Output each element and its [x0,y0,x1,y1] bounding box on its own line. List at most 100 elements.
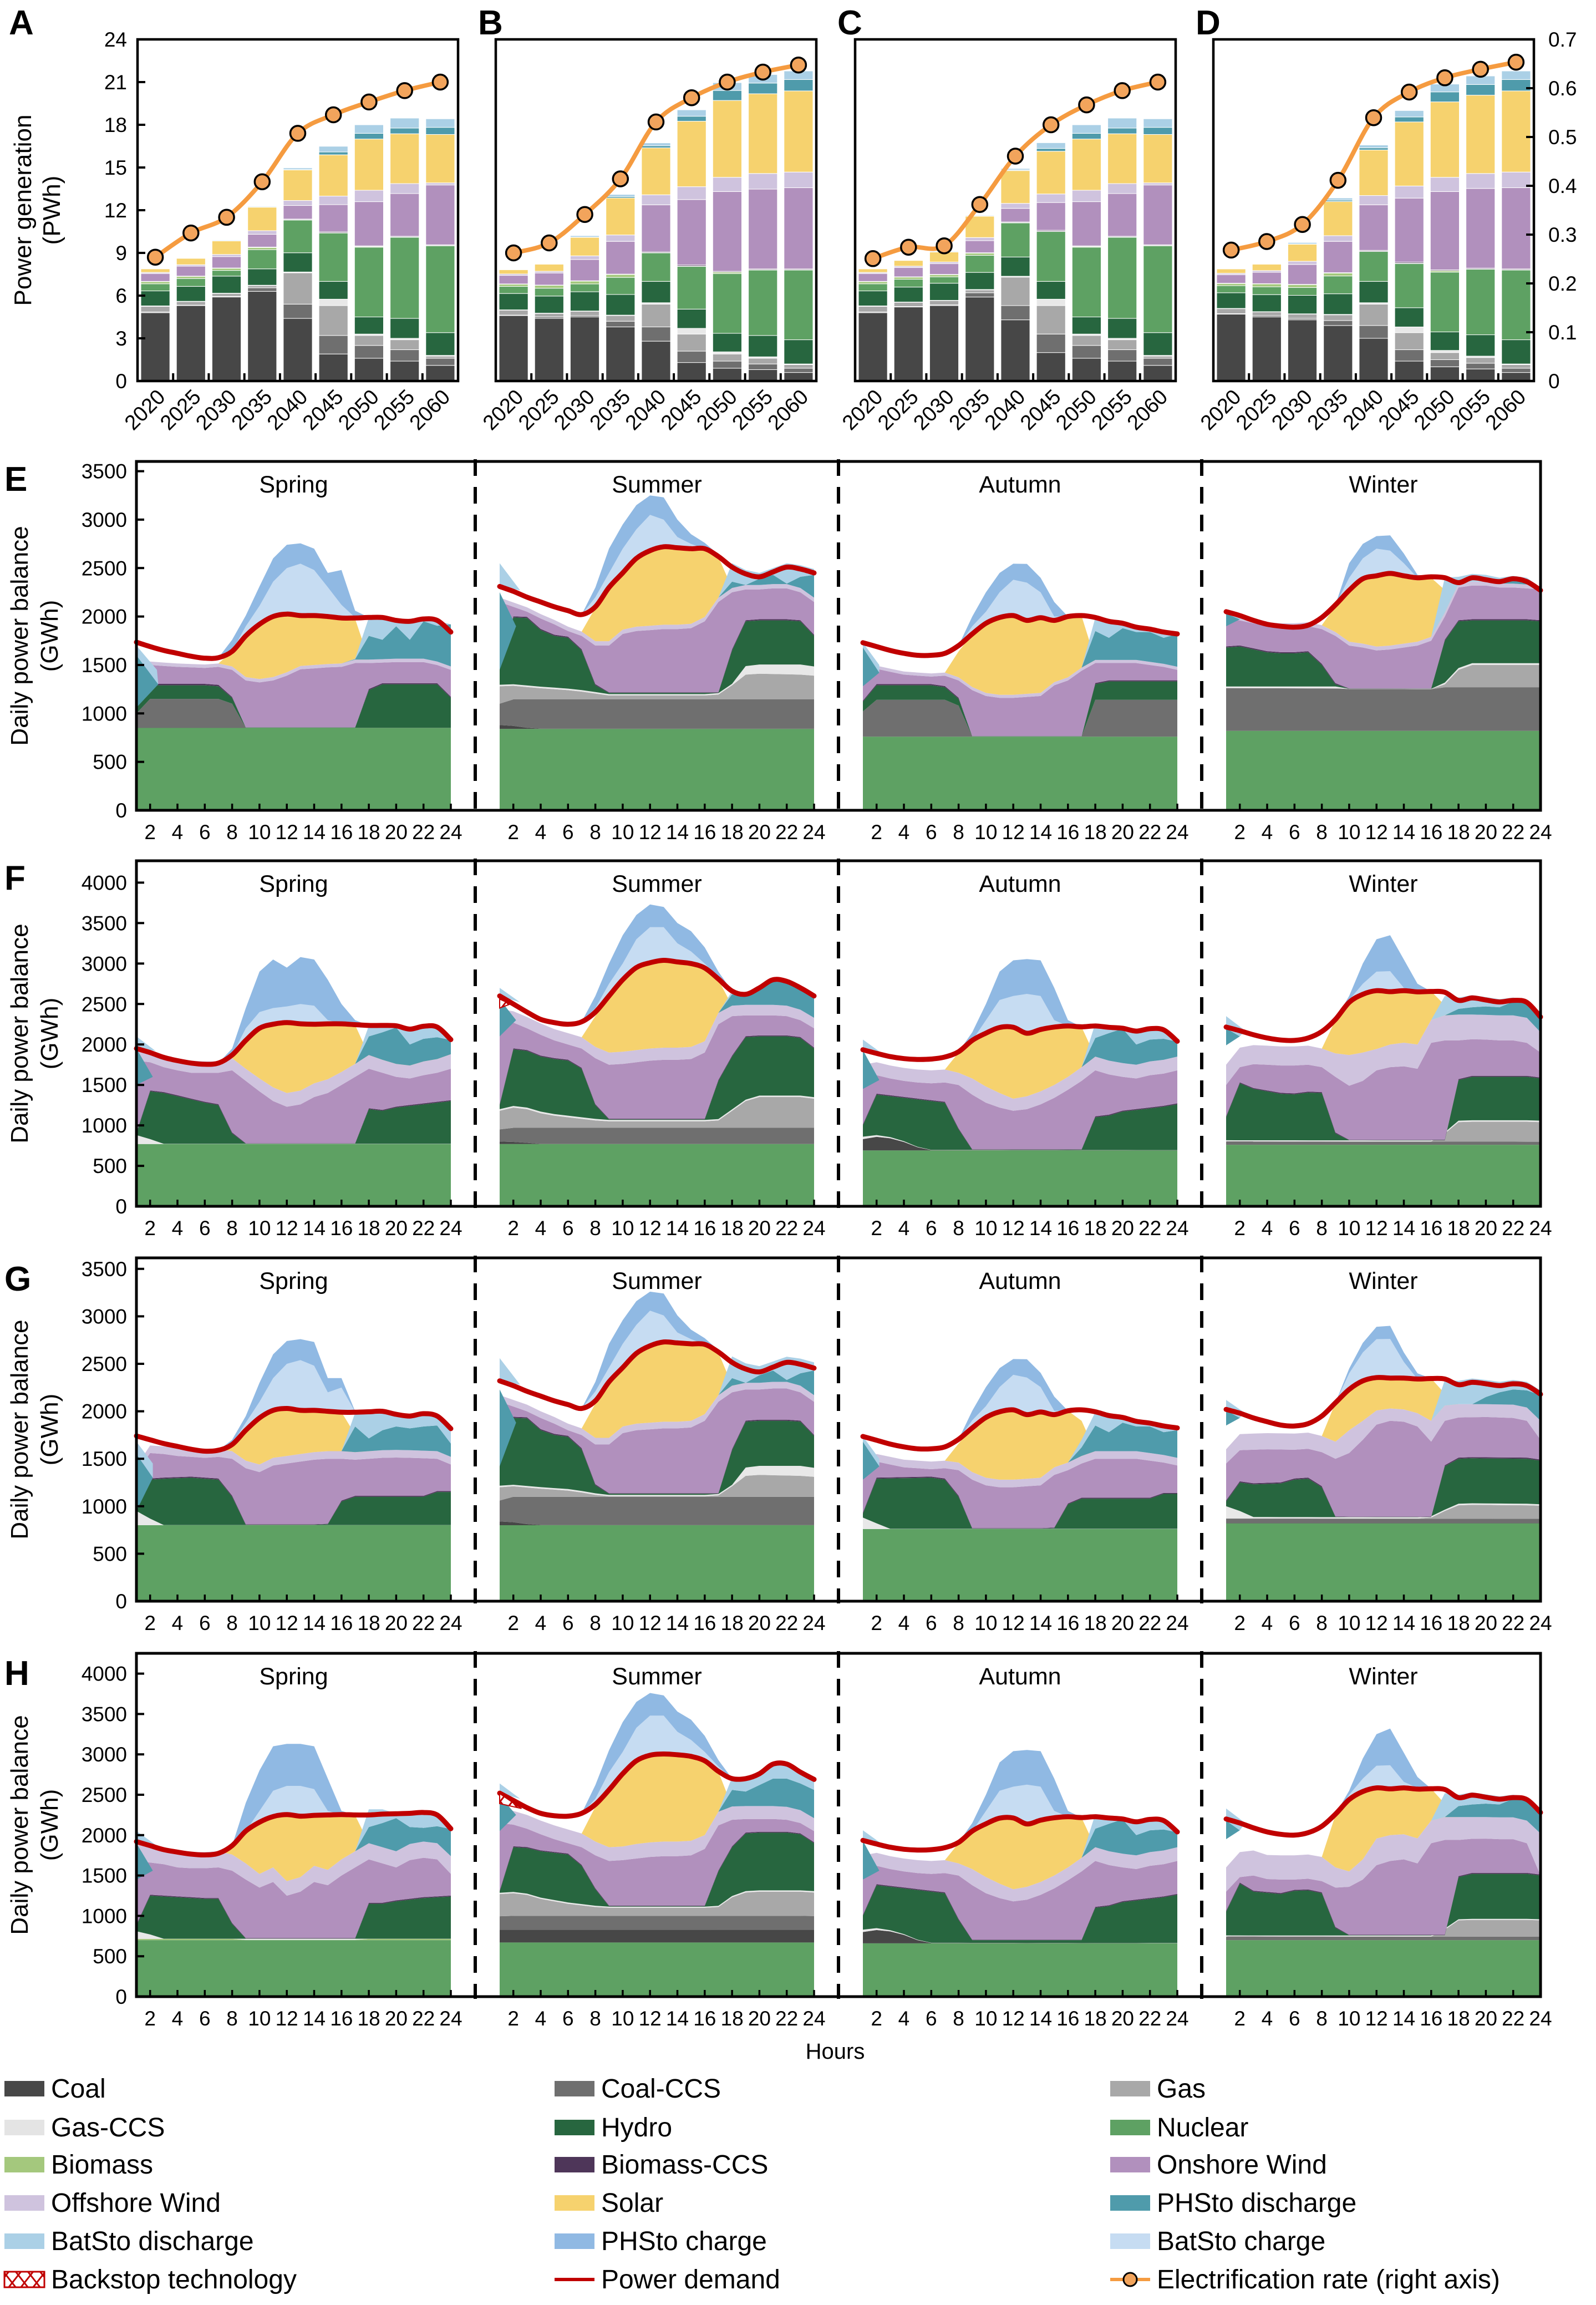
svg-text:24: 24 [1166,2007,1188,2030]
svg-text:Daily power balance: Daily power balance [6,1715,33,1935]
svg-text:0: 0 [115,1986,127,2008]
svg-text:4000: 4000 [82,871,127,894]
svg-text:12: 12 [276,2007,298,2030]
svg-text:22: 22 [775,2007,798,2030]
svg-text:18: 18 [1447,2007,1470,2030]
svg-text:16: 16 [1056,2007,1079,2030]
svg-text:4: 4 [1262,1612,1273,1634]
svg-text:14: 14 [1392,821,1415,844]
svg-text:2: 2 [144,2007,156,2030]
svg-text:PHSto charge: PHSto charge [601,2227,767,2256]
svg-text:Winter: Winter [1349,1268,1417,1294]
svg-text:3500: 3500 [82,460,127,483]
svg-text:Autumn: Autumn [979,1268,1061,1294]
svg-text:6: 6 [926,1612,937,1634]
svg-text:18: 18 [1084,2007,1107,2030]
svg-text:4: 4 [1262,2007,1273,2030]
svg-text:22: 22 [775,821,798,844]
svg-text:22: 22 [1502,2007,1524,2030]
svg-text:Solar: Solar [601,2189,663,2218]
svg-text:4: 4 [172,1217,184,1240]
svg-text:Nuclear: Nuclear [1157,2113,1248,2142]
svg-text:2: 2 [1234,1612,1246,1634]
svg-text:22: 22 [412,1217,435,1240]
svg-text:14: 14 [666,2007,689,2030]
svg-text:8: 8 [589,2007,601,2030]
svg-text:1000: 1000 [82,702,127,725]
svg-text:3000: 3000 [82,952,127,975]
svg-text:0: 0 [115,370,127,393]
svg-text:10: 10 [1338,1612,1360,1634]
svg-text:18: 18 [358,821,380,844]
svg-text:18: 18 [1084,1217,1107,1240]
svg-text:18: 18 [721,821,744,844]
svg-text:12: 12 [639,1612,662,1634]
svg-text:14: 14 [1392,2007,1415,2030]
svg-text:20: 20 [748,821,771,844]
svg-text:8: 8 [1316,1612,1328,1634]
svg-text:0.5: 0.5 [1548,126,1577,149]
svg-text:F: F [4,859,26,897]
svg-text:8: 8 [226,821,238,844]
svg-text:16: 16 [1420,2007,1442,2030]
svg-text:6: 6 [926,1217,937,1240]
svg-text:12: 12 [1002,1217,1025,1240]
svg-text:6: 6 [562,1217,574,1240]
svg-text:22: 22 [775,1217,798,1240]
svg-text:10: 10 [611,2007,634,2030]
svg-text:16: 16 [693,1217,716,1240]
svg-text:20: 20 [748,1612,771,1634]
svg-text:3000: 3000 [82,1305,127,1328]
svg-text:10: 10 [974,2007,997,2030]
svg-text:Winter: Winter [1349,471,1417,498]
svg-text:20: 20 [385,821,408,844]
svg-text:10: 10 [974,821,997,844]
svg-text:18: 18 [1447,1612,1470,1634]
svg-text:16: 16 [1056,1217,1079,1240]
svg-text:Daily power balance: Daily power balance [6,1319,33,1539]
svg-text:20: 20 [1475,2007,1497,2030]
svg-text:24: 24 [802,2007,825,2030]
svg-text:Gas-CCS: Gas-CCS [51,2113,165,2142]
svg-text:1000: 1000 [82,1905,127,1927]
svg-text:1000: 1000 [82,1114,127,1137]
svg-text:4: 4 [898,1612,910,1634]
svg-text:0: 0 [1548,370,1560,393]
svg-text:2500: 2500 [82,557,127,580]
svg-text:6: 6 [115,285,127,307]
svg-text:16: 16 [1056,821,1079,844]
svg-text:10: 10 [248,2007,271,2030]
svg-text:500: 500 [93,1155,127,1177]
svg-text:18: 18 [1084,821,1107,844]
svg-text:10: 10 [1338,821,1360,844]
svg-text:18: 18 [721,1612,744,1634]
svg-text:4: 4 [172,2007,184,2030]
svg-text:Daily power balance: Daily power balance [6,923,33,1143]
svg-text:20: 20 [1111,1612,1134,1634]
svg-text:14: 14 [666,1217,689,1240]
svg-text:14: 14 [303,821,326,844]
svg-text:BatSto discharge: BatSto discharge [51,2227,254,2256]
svg-text:6: 6 [1289,2007,1300,2030]
svg-text:Biomass-CCS: Biomass-CCS [601,2150,768,2180]
svg-text:3000: 3000 [82,1743,127,1766]
svg-text:0: 0 [115,1590,127,1613]
svg-text:Power demand: Power demand [601,2265,780,2294]
svg-text:2: 2 [871,1612,882,1634]
svg-text:16: 16 [693,1612,716,1634]
svg-text:8: 8 [1316,821,1328,844]
svg-text:1500: 1500 [82,1074,127,1096]
svg-text:20: 20 [1111,2007,1134,2030]
svg-text:10: 10 [1338,1217,1360,1240]
svg-text:2: 2 [507,1217,519,1240]
svg-text:6: 6 [926,821,937,844]
svg-text:16: 16 [1056,1612,1079,1634]
svg-text:2500: 2500 [82,993,127,1016]
svg-text:20: 20 [1475,1217,1497,1240]
svg-text:14: 14 [1392,1612,1415,1634]
svg-text:Spring: Spring [259,471,328,498]
svg-text:Backstop technology: Backstop technology [51,2265,297,2294]
svg-text:8: 8 [953,821,964,844]
svg-text:16: 16 [693,2007,716,2030]
svg-text:10: 10 [611,1612,634,1634]
